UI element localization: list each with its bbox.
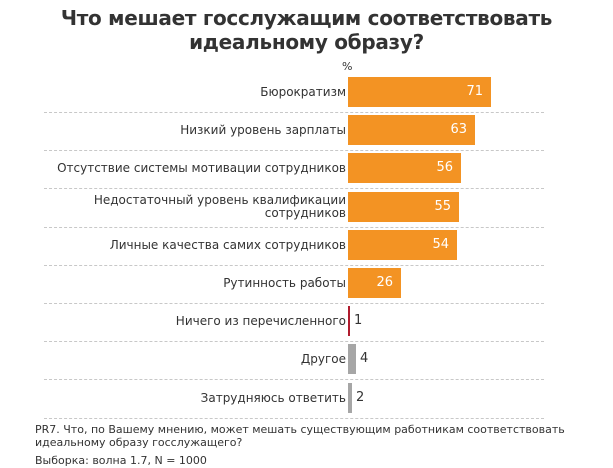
- bar: [348, 344, 356, 374]
- bar: [348, 77, 491, 107]
- category-label: Рутинность работы: [46, 268, 346, 298]
- category-label-text: Затрудняюсь ответить: [200, 390, 346, 405]
- category-label: Недостаточный уровень квалификации сотруд…: [46, 192, 346, 222]
- row-separator: [44, 341, 544, 342]
- chart-title-line-2: идеальному образу?: [189, 30, 424, 54]
- bar: [348, 268, 401, 298]
- category-label: Бюрократизм: [46, 77, 346, 107]
- chart-title: Что мешает госслужащим соответствовать и…: [0, 6, 613, 54]
- row-separator: [44, 265, 544, 266]
- data-label: 56: [436, 160, 453, 175]
- bar: [348, 230, 457, 260]
- data-label: 4: [360, 351, 369, 366]
- row-separator: [44, 418, 544, 419]
- category-label-text: Низкий уровень зарплаты: [180, 122, 346, 137]
- chart-footer: PR7. Что, по Вашему мнению, может мешать…: [35, 423, 575, 467]
- category-label-text: Личные качества самих сотрудников: [109, 237, 346, 252]
- row-separator: [44, 112, 544, 113]
- survey-question: PR7. Что, по Вашему мнению, может мешать…: [35, 423, 565, 449]
- category-label: Отсутствие системы мотивации сотрудников: [46, 153, 346, 183]
- category-label-text: Бюрократизм: [260, 84, 346, 99]
- bar: [348, 306, 350, 336]
- data-label: 2: [356, 390, 365, 405]
- row-separator: [44, 227, 544, 228]
- category-label: Личные качества самих сотрудников: [46, 230, 346, 260]
- category-label: Низкий уровень зарплаты: [46, 115, 346, 145]
- category-label-text: Другое: [300, 351, 346, 366]
- row-separator: [44, 150, 544, 151]
- data-label: 55: [434, 199, 451, 214]
- category-label-text: Рутинность работы: [223, 275, 346, 290]
- bar: [348, 192, 459, 222]
- sample-info: Выборка: волна 1.7, N = 1000: [35, 454, 207, 467]
- row-separator: [44, 188, 544, 189]
- category-label-text: Ничего из перечисленного: [175, 313, 346, 328]
- data-label: 54: [432, 237, 449, 252]
- data-label: 71: [466, 84, 483, 99]
- row-separator: [44, 379, 544, 380]
- bar: [348, 115, 475, 145]
- category-label: Другое: [46, 344, 346, 374]
- chart-title-line-1: Что мешает госслужащим соответствовать: [60, 6, 553, 30]
- row-separator: [44, 303, 544, 304]
- bar: [348, 153, 461, 183]
- data-label: 1: [354, 313, 363, 328]
- category-label-text: Отсутствие системы мотивации сотрудников: [57, 160, 346, 175]
- data-label: 63: [450, 122, 467, 137]
- data-label: 26: [376, 275, 393, 290]
- bar: [348, 383, 352, 413]
- category-label: Затрудняюсь ответить: [46, 383, 346, 413]
- unit-label: %: [342, 60, 353, 73]
- category-label: Ничего из перечисленного: [46, 306, 346, 336]
- category-label-text: Недостаточный уровень квалификации сотруд…: [93, 193, 346, 220]
